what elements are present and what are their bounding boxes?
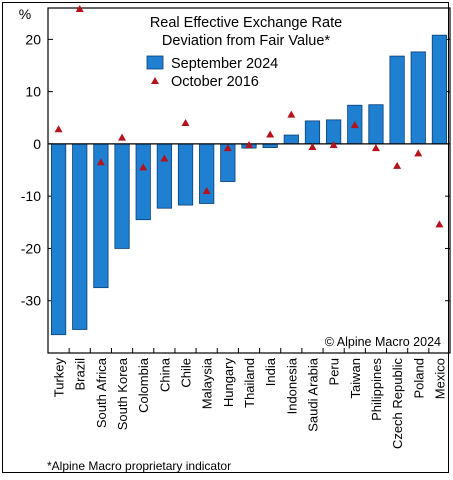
marker-colombia [139,163,148,171]
chart-credit: © Alpine Macro 2024 [325,335,441,349]
bar-south-africa [93,143,109,289]
y-axis-unit-label: % [19,6,31,22]
chart-title-line-2: Deviation from Fair Value* [162,33,331,49]
y-tick-label: -30 [21,293,41,309]
marker-china [160,154,169,162]
category-label: Czech Republic [390,358,405,450]
category-label: Hungary [221,358,236,408]
bar-chile [177,143,194,206]
category-label: Peru [327,358,342,385]
legend-swatch-marker [151,77,159,84]
legend-label-september-2024: September 2024 [171,56,278,72]
category-label: Saudi Arabia [305,357,320,431]
bar-mexico [431,34,448,145]
bar-south-korea [114,143,130,249]
marker-mexico [435,220,444,228]
bar-poland [410,51,426,145]
category-label: Mexico [432,358,447,399]
bar-indonesia [283,134,299,145]
marker-brazil [75,5,84,13]
y-tick-label: -20 [21,240,41,256]
y-tick-label: 20 [25,31,41,47]
category-label: South Korea [115,357,130,430]
category-label: Malaysia [200,357,215,409]
category-label: Philippines [369,358,384,421]
chart-title-line-1: Real Effective Exchange Rate [150,15,342,31]
chart-frame: % Real Effective Exchange Rate Deviation… [2,2,451,473]
marker-south-africa [96,158,105,166]
marker-chile [181,119,190,126]
category-label: Thailand [242,358,257,408]
marker-indonesia [287,110,296,118]
bar-philippines [368,104,384,145]
marker-malaysia [202,186,211,194]
y-tick-label: 0 [33,136,41,152]
category-label: Turkey [52,358,67,398]
category-label: Poland [411,358,426,398]
bar-peru [326,119,342,145]
bar-china [156,143,172,209]
marker-czech-republic [393,161,402,169]
exchange-rate-bar-chart: % Real Effective Exchange Rate Deviation… [19,5,451,473]
legend-swatch-bar [146,55,164,70]
category-label: Taiwan [348,358,363,398]
marker-poland [414,149,423,157]
marker-philippines [371,144,380,152]
marker-turkey [54,125,63,133]
y-tick-label: -10 [21,188,41,204]
bar-colombia [135,143,151,221]
marker-series [54,5,444,228]
marker-thailand [245,140,253,148]
marker-taiwan [350,121,359,129]
marker-india [266,130,275,138]
category-label: Brazil [73,358,88,391]
bar-turkey [50,143,67,336]
y-axis-ticks: 20 10 0 -10 -20 -30 [21,31,450,309]
category-label: South Africa [94,357,109,428]
category-label: Indonesia [284,357,299,414]
bar-malaysia [199,143,215,204]
category-label: Colombia [136,357,151,413]
legend-label-october-2016: October 2016 [171,74,259,90]
bar-czech-republic [389,55,405,145]
plot-area [47,7,451,354]
marker-south-korea [118,133,127,141]
legend: September 2024 October 2016 [146,55,278,90]
y-tick-label: 10 [25,84,41,100]
bar-saudi-arabia [304,120,321,145]
category-label: India [263,357,278,386]
marker-saudi-arabia [308,143,317,151]
category-label: Chile [179,358,194,388]
marker-peru [329,140,338,148]
chart-footnote: *Alpine Macro proprietary indicator [47,459,231,473]
marker-hungary [223,144,232,152]
bar-brazil [72,143,88,330]
category-label: China [157,357,172,392]
category-labels: Turkey Brazil South Africa South Korea Colom… [52,357,448,449]
